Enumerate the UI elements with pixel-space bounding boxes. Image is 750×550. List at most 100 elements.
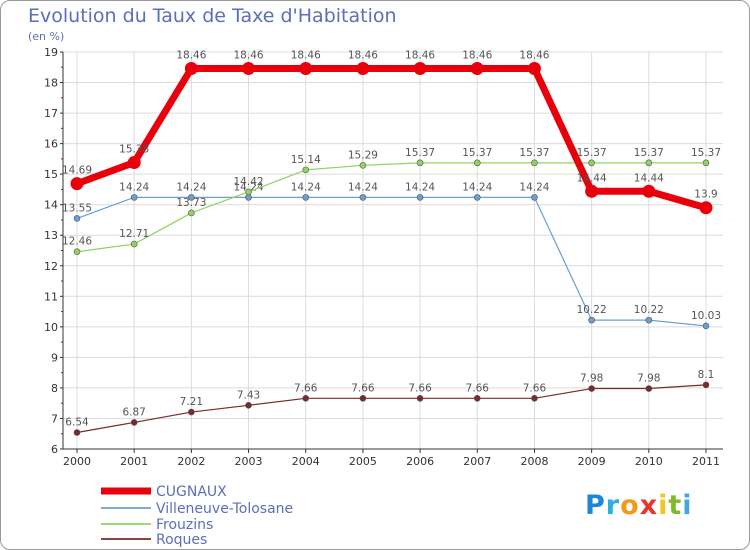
y-tick-label: 7: [51, 412, 58, 425]
data-label: 15.37: [577, 147, 607, 159]
data-point: [416, 395, 424, 402]
x-tick-label: 2000: [63, 455, 91, 468]
data-label: 6.54: [65, 417, 89, 429]
data-label: 14.44: [634, 172, 664, 184]
logo-letter: t: [668, 490, 683, 521]
data-label: 13.55: [62, 202, 92, 214]
data-point: [302, 395, 310, 402]
data-point: [702, 322, 710, 330]
data-point: [73, 429, 81, 436]
data-label: 18.46: [291, 49, 321, 61]
logo-letter: i: [658, 490, 669, 521]
data-point: [130, 240, 138, 248]
data-point: [299, 61, 313, 75]
data-label: 15.37: [634, 147, 664, 159]
series-cugnaux: 14.69 15.38 18.46 18.46 18.46 18.46 18.46 18.46…: [62, 49, 718, 215]
series-line: [76, 162, 706, 253]
y-tick-label: 9: [51, 351, 58, 364]
data-point: [416, 194, 424, 201]
data-point: [473, 159, 481, 167]
data-point: [356, 61, 370, 75]
data-label: 10.03: [691, 310, 721, 322]
data-point: [413, 61, 427, 75]
plot-area: [63, 52, 723, 449]
data-label: 14.69: [62, 165, 92, 177]
data-point: [473, 395, 481, 402]
legend-label: Roques: [156, 532, 207, 548]
data-label: 14.24: [234, 181, 264, 193]
x-tick-label: 2001: [120, 455, 148, 468]
data-point: [130, 194, 138, 201]
data-label: 13.73: [176, 197, 206, 209]
data-point: [245, 188, 252, 196]
y-tick-label: 6: [51, 443, 58, 456]
x-tick-label: 2006: [406, 455, 434, 468]
data-point: [184, 61, 198, 75]
data-label: 15.37: [462, 147, 492, 159]
logo-letter: i: [682, 490, 693, 521]
series-line: [75, 64, 707, 212]
data-point: [645, 316, 653, 324]
x-tick-label: 2011: [692, 455, 720, 468]
data-point: [188, 194, 195, 201]
legend-label: Frouzins: [156, 517, 213, 533]
data-label: 18.46: [405, 49, 435, 61]
x-tick-label: 2010: [635, 455, 663, 468]
data-label: 14.24: [519, 181, 549, 193]
series-roques: 6.54 6.87 7.21 7.43 7.66 7.66 7.66 7.66 7.66 7.98…: [65, 369, 714, 436]
data-label: 7.98: [637, 373, 660, 385]
data-point: [588, 159, 595, 167]
x-tick-label: 2005: [349, 455, 377, 468]
data-label: 15.38: [119, 144, 149, 156]
proxiti-logo: Proxiti: [585, 490, 693, 521]
data-point: [702, 381, 710, 389]
data-label: 7.66: [523, 382, 547, 394]
data-label: 15.37: [405, 147, 435, 159]
data-point: [531, 194, 538, 201]
data-point: [699, 201, 713, 215]
data-point: [127, 156, 141, 170]
logo-letter: x: [639, 490, 659, 521]
data-point: [531, 159, 538, 167]
data-point: [70, 177, 84, 191]
data-point: [588, 385, 595, 392]
data-label: 15.29: [348, 149, 378, 161]
data-point: [359, 194, 367, 201]
data-point: [642, 184, 656, 198]
data-point: [73, 248, 81, 256]
x-tick-label: 2004: [292, 455, 320, 468]
data-point: [302, 166, 310, 174]
data-label: 15.37: [519, 147, 549, 159]
data-point: [588, 316, 595, 324]
data-label: 18.46: [519, 49, 549, 61]
y-tick-label: 15: [44, 168, 58, 181]
data-label: 14.24: [291, 181, 321, 193]
data-label: 13.9: [694, 189, 717, 201]
y-tick-label: 11: [44, 290, 58, 303]
data-label: 7.66: [351, 382, 375, 394]
data-label: 7.98: [580, 373, 603, 385]
data-point: [527, 61, 541, 75]
series-line: [76, 196, 707, 327]
data-label: 7.66: [466, 382, 490, 394]
data-point: [645, 159, 653, 167]
data-point: [359, 395, 367, 402]
data-label: 18.46: [462, 49, 492, 61]
data-point: [188, 209, 195, 217]
unit-label: (en %): [28, 30, 65, 43]
data-point: [359, 161, 367, 169]
y-tick-label: 19: [44, 46, 58, 59]
x-tick-label: 2008: [520, 455, 548, 468]
data-point: [473, 194, 481, 201]
data-label: 18.46: [348, 49, 378, 61]
y-tick-label: 10: [44, 321, 58, 334]
logo-letter: o: [620, 490, 640, 521]
logo-letter: P: [585, 490, 606, 521]
data-point: [531, 395, 538, 402]
y-tick-label: 12: [44, 260, 58, 273]
legend-label: Villeneuve-Tolosane: [156, 501, 293, 517]
data-point: [302, 194, 310, 201]
data-label: 14.24: [119, 181, 149, 193]
data-label: 14.24: [405, 181, 435, 193]
